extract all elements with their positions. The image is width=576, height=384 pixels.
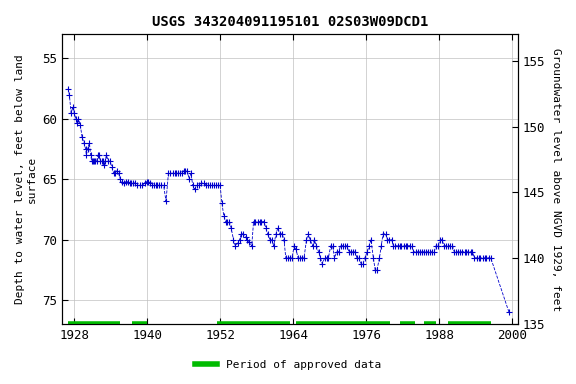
Title: USGS 343204091195101 02S03W09DCD1: USGS 343204091195101 02S03W09DCD1 [152, 15, 428, 29]
Legend: Period of approved data: Period of approved data [191, 356, 385, 375]
Y-axis label: Depth to water level, feet below land
surface: Depth to water level, feet below land su… [15, 55, 37, 304]
Y-axis label: Groundwater level above NGVD 1929, feet: Groundwater level above NGVD 1929, feet [551, 48, 561, 311]
